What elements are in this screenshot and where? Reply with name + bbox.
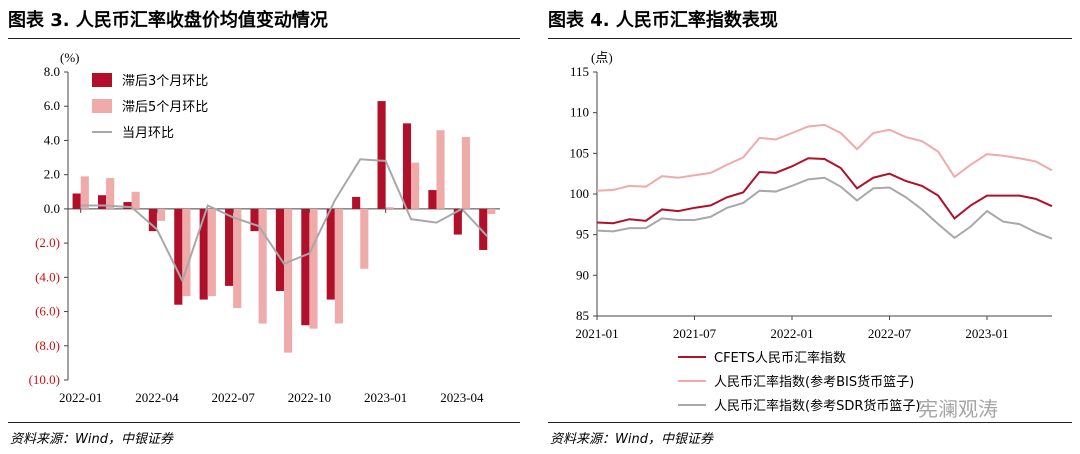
- bar-lag5: [360, 208, 369, 269]
- y-tick-label: (2.0): [35, 235, 60, 250]
- bar-lag5: [334, 208, 343, 324]
- y-tick-label: 85: [576, 308, 589, 323]
- bar-lag3: [402, 123, 412, 209]
- line-current-month: [80, 158, 489, 284]
- y-tick-label: 110: [570, 105, 589, 120]
- bar-lag3: [72, 193, 81, 209]
- bar-lag5: [411, 162, 420, 209]
- left-source-note: 资料来源：Wind，中银证券: [10, 432, 173, 447]
- x-tick-label: 2022-01: [59, 390, 102, 405]
- bar-lag5: [309, 208, 318, 329]
- bar-lag5: [258, 208, 267, 324]
- bar-lag5: [284, 208, 293, 353]
- bar-lag5: [182, 208, 191, 297]
- bar-lag3: [250, 208, 259, 232]
- bar-lag5: [436, 130, 445, 209]
- bar-lag3: [301, 208, 310, 326]
- bar-lag3: [428, 190, 437, 209]
- left-chart-title: 图表 3. 人民币汇率收盘价均值变动情况: [8, 10, 328, 31]
- bar-lag5: [80, 176, 89, 209]
- bar-lag3: [377, 101, 386, 209]
- y-tick-label: (10.0): [29, 372, 60, 387]
- right-chart-title: 图表 4. 人民币汇率指数表现: [548, 10, 778, 31]
- y-tick-label: 90: [576, 267, 589, 282]
- left-bar-chart: 8.0 6.0 4.0 2.0 0.0 (2.0) (4.0) (6.0) (8.0) (10.0…: [29, 50, 500, 405]
- legend-label: 人民币汇率指数(参考SDR货币篮子): [714, 398, 920, 414]
- bar-lag5: [233, 208, 242, 309]
- x-tick-label: 2022-07: [212, 390, 256, 405]
- legend-label: 人民币汇率指数(参考BIS货币篮子): [714, 374, 914, 390]
- y-tick-label: 6.0: [44, 98, 60, 113]
- right-title-rule: [548, 38, 1072, 39]
- legend-swatch: [92, 73, 112, 87]
- x-tick-label: 2023-01: [364, 390, 407, 405]
- y-tick-label: 105: [570, 145, 590, 160]
- y-unit-label: (点): [591, 50, 613, 65]
- bar-lag3: [97, 195, 107, 209]
- right-line-chart: 115 110 105 100 95 90 85 (点) 2021-01 2021-07 2022-…: [570, 50, 1053, 414]
- x-tick-label: 2023-04: [440, 390, 484, 405]
- x-tick-label: 2022-07: [868, 326, 912, 341]
- y-tick-label: 100: [570, 186, 590, 201]
- y-tick-label: 2.0: [44, 167, 60, 182]
- bar-lag3: [326, 208, 335, 300]
- legend-label: 当月环比: [122, 126, 174, 141]
- bar-lag5: [385, 207, 394, 209]
- legend-swatch: [92, 99, 112, 113]
- legend-label: 滞后5个月环比: [122, 100, 208, 115]
- bar-lag3: [174, 208, 183, 305]
- left-source-rule: [8, 422, 520, 423]
- line-sdr-basket-index: [596, 176, 1053, 240]
- line-cfets-index: [596, 157, 1053, 225]
- x-tick-label: 2021-07: [673, 326, 717, 341]
- left-title-rule: [8, 38, 520, 39]
- bar-lag5: [131, 191, 140, 209]
- y-tick-label: 95: [576, 227, 589, 242]
- bar-lag5: [156, 208, 166, 221]
- watermark-logo: 宪澜观涛: [918, 397, 998, 421]
- bar-lag5: [487, 208, 496, 215]
- y-tick-label: 8.0: [44, 64, 60, 79]
- x-tick-label: 2022-01: [770, 326, 813, 341]
- line-bis-basket-index: [596, 123, 1053, 192]
- x-tick-label: 2022-10: [288, 390, 331, 405]
- y-tick-label: (8.0): [35, 338, 60, 353]
- bar-lag3: [148, 208, 157, 232]
- bar-lag3: [199, 208, 208, 300]
- y-tick-label: (4.0): [35, 269, 60, 284]
- y-tick-label: 115: [570, 64, 589, 79]
- bar-lag3: [352, 196, 361, 209]
- x-tick-label: 2022-04: [135, 390, 179, 405]
- y-unit-label: (%): [60, 50, 80, 65]
- bar-lag3: [225, 208, 234, 286]
- right-source-rule: [548, 422, 1072, 423]
- y-tick-label: 4.0: [44, 132, 60, 147]
- bar-lag3: [453, 208, 462, 235]
- legend-label: 滞后3个月环比: [122, 74, 208, 89]
- y-tick-label: (6.0): [35, 304, 60, 319]
- bar-lag3: [123, 202, 132, 209]
- x-tick-label: 2023-01: [965, 326, 1008, 341]
- y-tick-label: 0.0: [44, 201, 60, 216]
- bar-lag5: [106, 178, 115, 209]
- legend-label: CFETS人民币汇率指数: [714, 350, 846, 366]
- x-tick-label: 2021-01: [575, 326, 618, 341]
- bar-lag5: [461, 137, 471, 209]
- right-source-note: 资料来源：Wind，中银证券: [550, 432, 713, 447]
- bar-lag5: [207, 208, 216, 297]
- bar-lag3: [275, 208, 284, 292]
- bar-lag3: [479, 208, 488, 250]
